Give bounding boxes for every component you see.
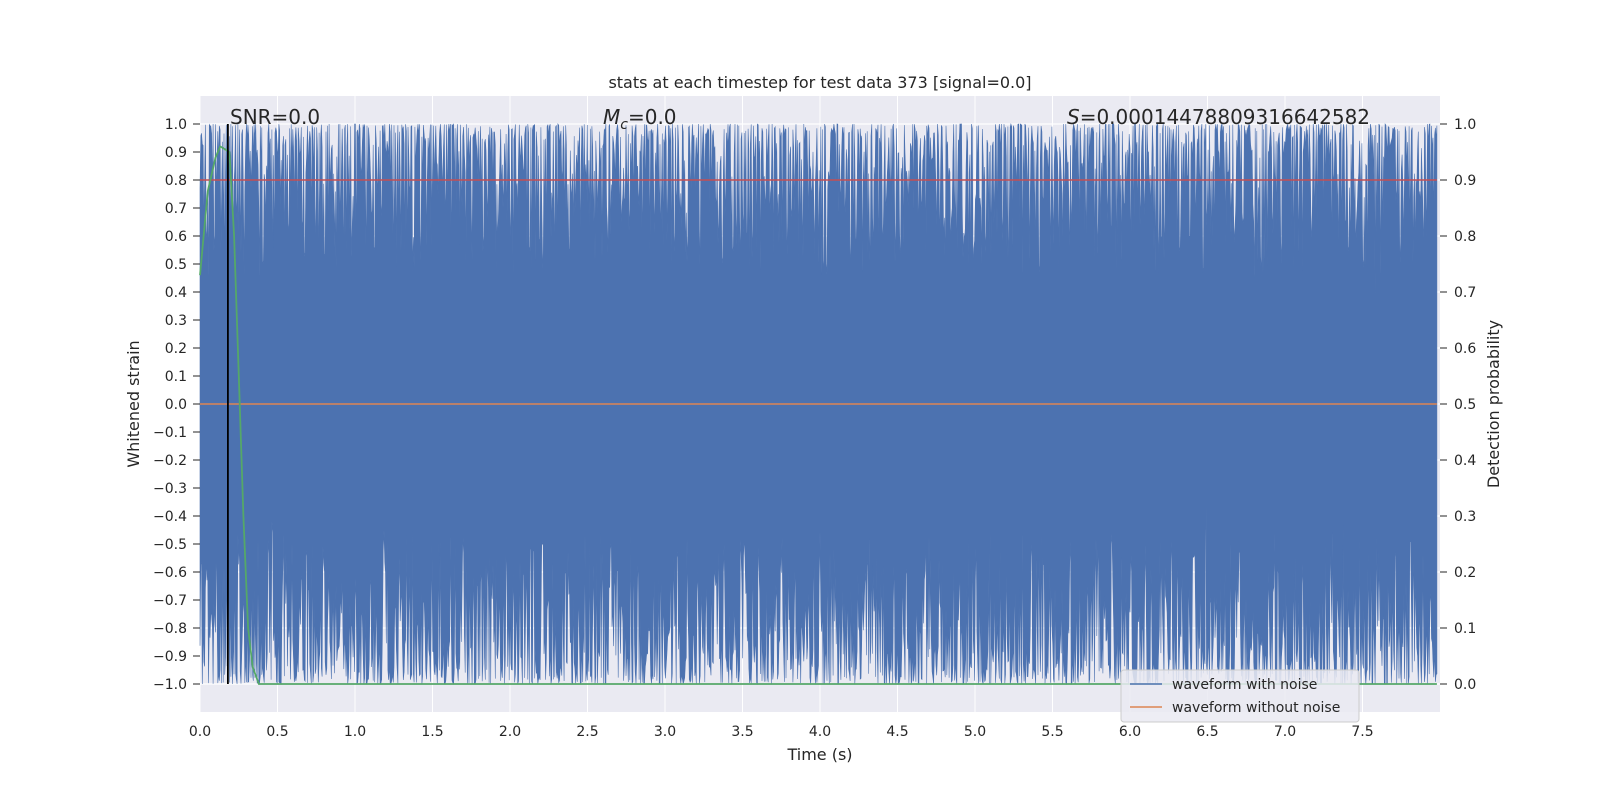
x-tick-label: 1.5 (421, 724, 443, 740)
y-axis-left-ticks: 1.0 0.9 0.8 0.7 0.6 0.5 0.4 0.3 0.2 0.1 0.0 −0.1 −0.… (153, 117, 200, 693)
x-tick-label: 4.0 (809, 724, 831, 740)
chart-title: stats at each timestep for test data 373… (608, 73, 1031, 92)
y-tick-label: −0.7 (153, 593, 187, 609)
y-tick-label: −0.5 (153, 537, 187, 553)
y2-tick-label: 0.8 (1454, 229, 1476, 245)
s-symbol: S (1067, 105, 1080, 129)
x-tick-label: 3.5 (731, 724, 753, 740)
y-tick-label: 0.9 (165, 145, 187, 161)
legend-box (1120, 669, 1360, 723)
y-tick-label: −0.9 (153, 649, 187, 665)
mc-subscript: c (620, 117, 628, 133)
x-tick-label: 5.5 (1041, 724, 1063, 740)
x-tick-label: 7.5 (1351, 724, 1373, 740)
y-tick-label: −0.6 (153, 565, 187, 581)
snr-annotation: SNR=0.0 (230, 105, 320, 129)
x-axis-ticks: 0.0 0.5 1.0 1.5 2.0 2.5 3.0 3.5 4.0 4.5 5.0 5.5 6.0 6… (189, 724, 1374, 740)
legend: waveform with noise waveform without noi… (1120, 669, 1360, 723)
y2-tick-label: 0.0 (1454, 677, 1476, 693)
y-axis-right-ticks: 1.0 0.9 0.8 0.7 0.6 0.5 0.4 0.3 0.2 0.1 0.0 (1440, 117, 1476, 693)
y-tick-label: 0.2 (165, 341, 187, 357)
series-lines (199, 124, 1437, 685)
y2-tick-label: 0.1 (1454, 621, 1476, 637)
s-annotation: S=0.00014478809316642582 (1067, 105, 1370, 129)
x-tick-label: 5.0 (964, 724, 986, 740)
y-axis-label: Whitened strain (124, 340, 143, 467)
x-tick-label: 2.0 (499, 724, 521, 740)
y-tick-label: −0.4 (153, 509, 187, 525)
x-tick-label: 6.5 (1196, 724, 1218, 740)
y-tick-label: −0.1 (153, 425, 187, 441)
x-tick-label: 6.0 (1119, 724, 1141, 740)
y2-tick-label: 0.5 (1454, 397, 1476, 413)
detection-probability-line (199, 145, 1437, 685)
x-tick-label: 2.5 (576, 724, 598, 740)
y-tick-label: −0.8 (153, 621, 187, 637)
s-value: =0.00014478809316642582 (1080, 105, 1370, 129)
x-tick-label: 1.0 (344, 724, 366, 740)
y-tick-label: 0.4 (165, 285, 187, 301)
y2-tick-label: 0.2 (1454, 565, 1476, 581)
y-tick-label: 1.0 (165, 117, 187, 133)
mc-value: =0.0 (628, 105, 677, 129)
mc-annotation: Mc=0.0 (603, 105, 677, 133)
x-tick-label: 7.0 (1274, 724, 1296, 740)
y-tick-label: 0.5 (165, 257, 187, 273)
y-tick-label: 0.1 (165, 369, 187, 385)
y-tick-label: 0.7 (165, 201, 187, 217)
y2-tick-label: 0.3 (1454, 509, 1476, 525)
x-tick-label: 0.5 (266, 724, 288, 740)
y2-tick-label: 0.6 (1454, 341, 1476, 357)
x-tick-label: 3.0 (654, 724, 676, 740)
legend-label-noise: waveform with noise (1172, 677, 1317, 693)
y-tick-label: 0.8 (165, 173, 187, 189)
x-axis-label: Time (s) (786, 745, 852, 764)
y2-tick-label: 1.0 (1454, 117, 1476, 133)
x-tick-label: 4.5 (886, 724, 908, 740)
y2-axis-label: Detection probability (1484, 320, 1503, 488)
x-tick-label: 0.0 (189, 724, 211, 740)
y-tick-label: 0.0 (165, 397, 187, 413)
y2-tick-label: 0.7 (1454, 285, 1476, 301)
y-tick-label: −1.0 (153, 677, 187, 693)
y-tick-label: 0.3 (165, 313, 187, 329)
legend-label-clean: waveform without noise (1172, 700, 1340, 716)
y-tick-label: −0.2 (153, 453, 187, 469)
y-tick-label: 0.6 (165, 229, 187, 245)
y2-tick-label: 0.9 (1454, 173, 1476, 189)
y-tick-label: −0.3 (153, 481, 187, 497)
y2-tick-label: 0.4 (1454, 453, 1476, 469)
mc-symbol: M (603, 105, 620, 129)
